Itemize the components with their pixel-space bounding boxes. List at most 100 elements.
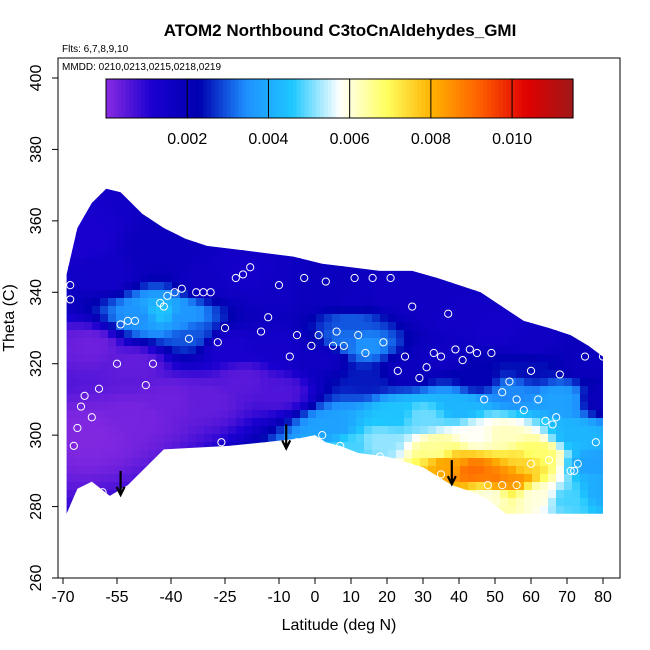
- field-cell: [276, 426, 285, 435]
- field-cell: [124, 210, 133, 219]
- field-cell: [588, 418, 597, 427]
- field-cell: [148, 274, 157, 283]
- field-cell: [420, 450, 429, 459]
- field-cell: [100, 362, 109, 371]
- field-cell: [276, 290, 285, 299]
- field-cell: [284, 378, 293, 387]
- field-cell: [436, 314, 445, 323]
- field-cell: [540, 474, 549, 483]
- x-tick-label: 60: [522, 589, 540, 606]
- field-cell: [84, 274, 93, 283]
- field-cell: [452, 434, 461, 443]
- field-cell: [220, 370, 229, 379]
- field-cell: [588, 450, 597, 459]
- field-cell: [108, 234, 117, 243]
- field-cell: [572, 450, 581, 459]
- field-cell: [116, 346, 125, 355]
- field-cell: [508, 498, 517, 507]
- field-cell: [196, 354, 205, 363]
- field-cell: [420, 402, 429, 411]
- field-cell: [66, 458, 69, 467]
- colorbar-segment: [405, 79, 411, 118]
- field-cell: [468, 426, 477, 435]
- field-cell: [68, 386, 77, 395]
- field-cell: [364, 322, 373, 331]
- field-cell: [436, 290, 445, 299]
- field-cell: [372, 386, 381, 395]
- field-cell: [316, 394, 325, 403]
- field-cell: [108, 402, 117, 411]
- field-cell: [140, 282, 149, 291]
- field-cell: [588, 506, 597, 514]
- field-cell: [244, 402, 253, 411]
- field-cell: [548, 386, 557, 395]
- observation-point: [591, 438, 600, 447]
- field-cell: [516, 442, 525, 451]
- field-cell: [196, 314, 205, 323]
- field-cell: [548, 506, 557, 514]
- field-cell: [492, 322, 501, 331]
- field-cell: [412, 298, 421, 307]
- field-cell: [196, 434, 205, 443]
- field-cell: [380, 418, 389, 427]
- field-cell: [76, 322, 85, 331]
- field-cell: [148, 402, 157, 411]
- field-cell: [364, 306, 373, 315]
- field-cell: [468, 378, 477, 387]
- field-cell: [188, 426, 197, 435]
- colorbar-segment: [491, 79, 496, 118]
- field-cell: [196, 298, 205, 307]
- field-cell: [76, 402, 85, 411]
- field-cell: [404, 274, 413, 283]
- field-cell: [372, 410, 381, 419]
- field-cell: [252, 298, 261, 307]
- field-cell: [276, 338, 285, 347]
- observation-point: [526, 366, 536, 375]
- field-cell: [372, 282, 381, 291]
- field-cell: [460, 458, 469, 467]
- field-cell: [572, 410, 581, 419]
- field-cell: [180, 370, 189, 379]
- field-cell: [220, 298, 229, 307]
- field-cell: [140, 442, 149, 451]
- field-cell: [124, 378, 133, 387]
- field-cell: [108, 194, 117, 203]
- field-cell: [588, 362, 597, 371]
- field-cell: [292, 402, 301, 411]
- field-cell: [116, 202, 125, 211]
- field-cell: [532, 386, 541, 395]
- field-cell: [220, 266, 229, 275]
- field-cell: [228, 394, 237, 403]
- field-cell: [180, 346, 189, 355]
- field-cell: [220, 386, 229, 395]
- field-cell: [476, 314, 485, 323]
- field-cell: [372, 346, 381, 355]
- field-cell: [356, 298, 365, 307]
- field-cell: [92, 466, 101, 475]
- field-cell: [92, 474, 101, 483]
- field-cell: [500, 306, 509, 315]
- field-cell: [428, 370, 437, 379]
- colorbar-segment: [269, 79, 274, 118]
- field-cell: [212, 410, 221, 419]
- field-cell: [308, 330, 317, 339]
- field-cell: [244, 426, 253, 435]
- field-cell: [116, 370, 125, 379]
- field-cell: [132, 282, 141, 291]
- field-cell: [212, 274, 221, 283]
- field-cell: [220, 330, 229, 339]
- field-cell: [84, 362, 93, 371]
- field-cell: [188, 442, 197, 451]
- field-cell: [140, 458, 149, 467]
- field-cell: [324, 322, 333, 331]
- colorbar-segment: [421, 79, 426, 118]
- field-cell: [236, 362, 245, 371]
- field-cell: [508, 434, 517, 443]
- field-cell: [476, 410, 485, 419]
- field-cell: [252, 426, 261, 435]
- field-cell: [300, 378, 309, 387]
- field-cell: [292, 346, 301, 355]
- observation-layer: [66, 263, 608, 504]
- field-cell: [108, 258, 117, 267]
- field-cell: [100, 450, 109, 459]
